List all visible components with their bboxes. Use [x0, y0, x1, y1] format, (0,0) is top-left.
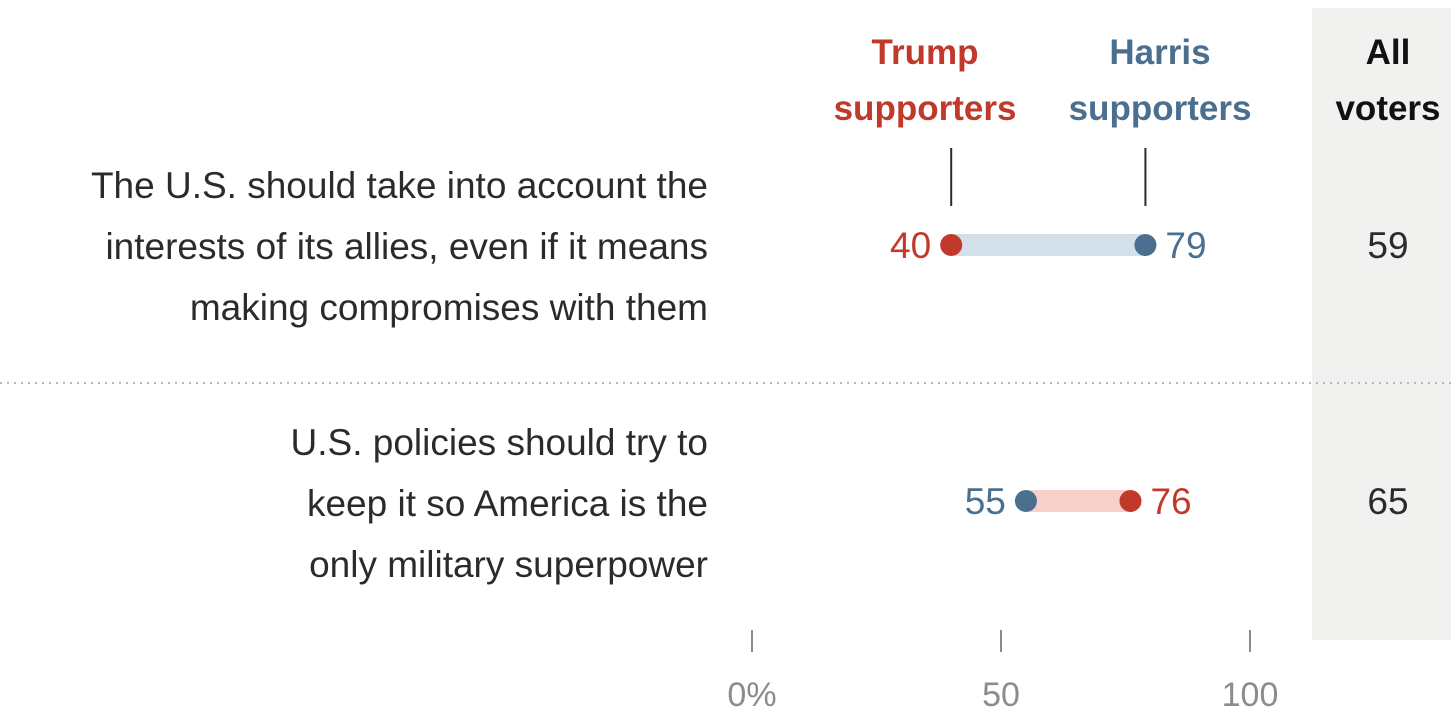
row2-label-line1: U.S. policies should try to — [291, 422, 708, 463]
trump-header-line2: supporters — [834, 89, 1017, 128]
harris-header-line2: supporters — [1069, 89, 1252, 128]
x-tick-label-50: 50 — [982, 676, 1020, 714]
all-voters-header-line1: All — [1366, 33, 1411, 72]
row2-harris-value: 55 — [965, 481, 1006, 522]
row2-harris-dot — [1014, 490, 1037, 512]
row2-all-voters-value: 65 — [1367, 481, 1408, 522]
row1-trump-dot — [940, 234, 963, 256]
harris-header-line1: Harris — [1109, 33, 1210, 72]
row2-label-line3: only military superpower — [309, 544, 708, 585]
row2-trump-dot — [1119, 490, 1142, 512]
row1-gap-bar — [951, 234, 1146, 256]
row1-label-line1: The U.S. should take into account the — [91, 165, 708, 206]
row1-label-line3: making compromises with them — [190, 287, 708, 328]
row1-harris-dot — [1134, 234, 1157, 256]
row1-all-voters-value: 59 — [1367, 225, 1408, 266]
row2-trump-value: 76 — [1150, 481, 1191, 522]
row2-label-line2: keep it so America is the — [307, 483, 708, 524]
all-voters-panel — [1312, 8, 1451, 640]
trump-header-line1: Trump — [872, 33, 979, 72]
all-voters-header-line2: voters — [1335, 89, 1440, 128]
x-tick-label-100: 100 — [1222, 676, 1279, 714]
row2-gap-bar — [1025, 490, 1131, 512]
row1-label-line2: interests of its allies, even if it mean… — [105, 226, 708, 267]
row1-trump-value: 40 — [890, 225, 931, 266]
row1-harris-value: 79 — [1165, 225, 1206, 266]
x-tick-label-0: 0% — [727, 676, 776, 714]
